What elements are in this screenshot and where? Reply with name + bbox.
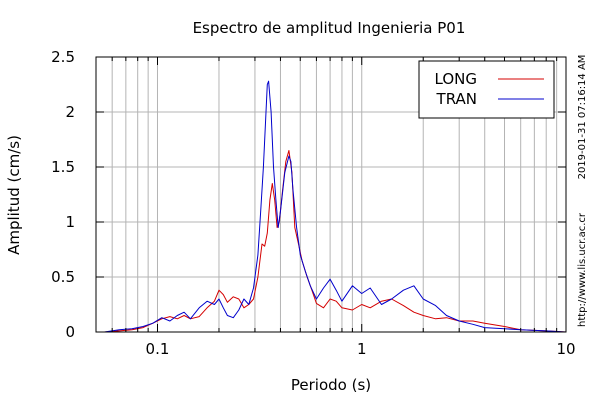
y-tick-label: 1 <box>65 213 75 231</box>
y-tick-label: 2 <box>65 103 75 121</box>
y-tick-label: 1.5 <box>51 158 75 176</box>
series-line-tran <box>104 80 567 333</box>
plot-frame <box>95 56 567 333</box>
y-tick-label: 0 <box>65 323 75 341</box>
timestamp-label: 2019-01-31 07:16:14 AM <box>577 55 588 180</box>
plot-series <box>104 80 567 333</box>
y-axis-label: Amplitud (cm/s) <box>5 135 23 255</box>
legend-label-tran: TRAN <box>436 90 477 108</box>
tick-labels: 0.1 1 10 0 0.5 1 1.5 2 2.5 <box>51 48 575 358</box>
x-tick-label: 0.1 <box>146 340 170 358</box>
x-tick-label: 1 <box>357 340 367 358</box>
x-axis-label: Periodo (s) <box>291 376 371 394</box>
legend-label-long: LONG <box>435 70 477 88</box>
legend: LONG TRAN <box>418 60 555 119</box>
axis-ticks <box>96 56 566 333</box>
chart-title: Espectro de amplitud Ingenieria P01 <box>193 19 466 37</box>
x-tick-label: 10 <box>556 340 575 358</box>
legend-box <box>418 60 555 119</box>
y-tick-label: 2.5 <box>51 48 75 66</box>
source-url-label: http://www.lis.ucr.ac.cr <box>577 212 588 327</box>
y-tick-label: 0.5 <box>51 268 75 286</box>
